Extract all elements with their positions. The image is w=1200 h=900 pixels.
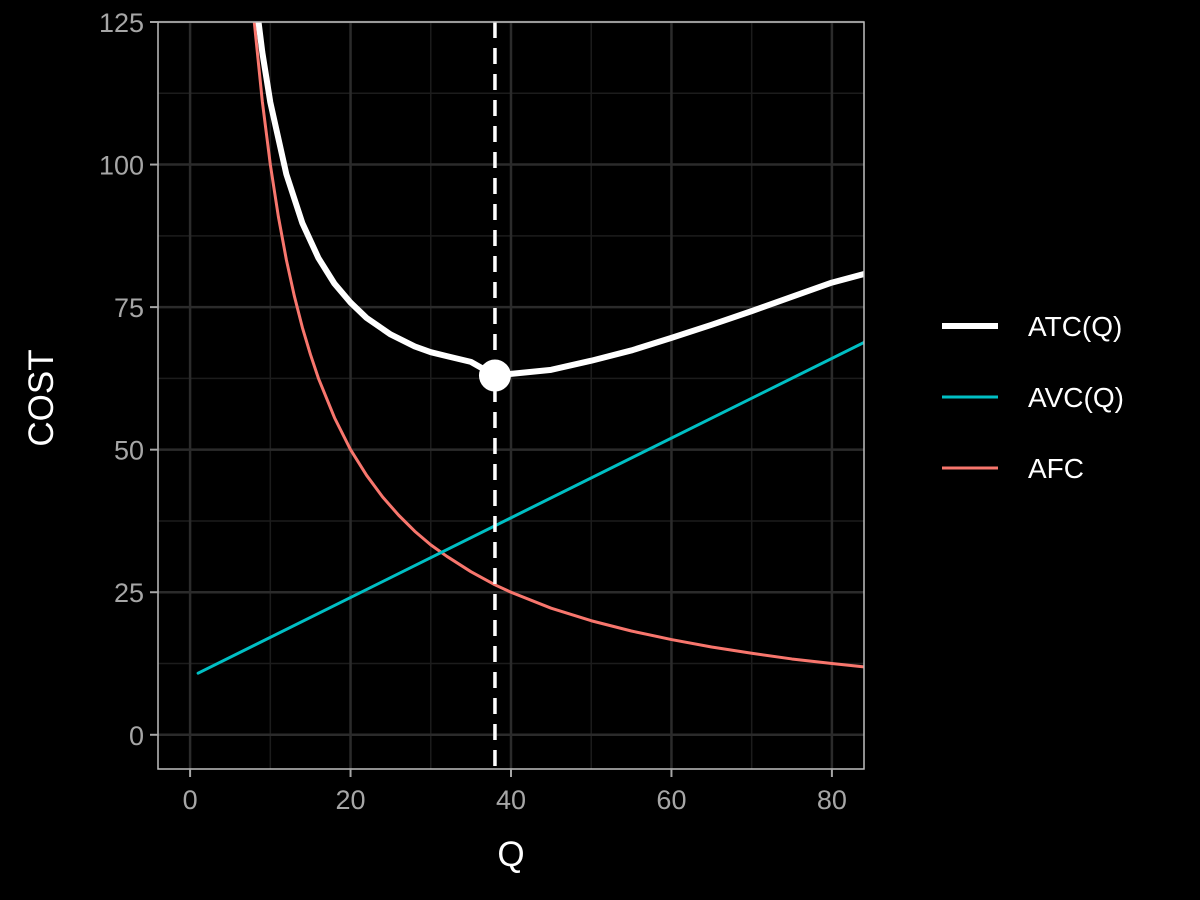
- y-tick-label: 25: [114, 578, 144, 608]
- plot-area: [196, 22, 864, 769]
- series-line-avc-q: [196, 340, 864, 675]
- axes: 0 20 40 60 80 0 25 50 75 100 125: [99, 8, 847, 815]
- y-tick-label: 100: [99, 151, 144, 181]
- y-axis-title: COST: [22, 349, 61, 446]
- series-line-atc-q: [255, 22, 864, 379]
- minimum-atc-point: [478, 359, 511, 392]
- y-tick-label: 50: [114, 436, 144, 466]
- legend-label-avc-q: AVC(Q): [1028, 382, 1124, 413]
- series-line-afc: [252, 22, 864, 669]
- legend-label-atc-q: ATC(Q): [1028, 311, 1122, 342]
- legend: ATC(Q) AVC(Q) AFC: [942, 311, 1124, 484]
- x-tick-label: 0: [183, 785, 198, 815]
- x-tick-label: 80: [817, 785, 847, 815]
- y-tick-label: 125: [99, 8, 144, 38]
- x-tick-label: 40: [496, 785, 526, 815]
- legend-label-afc: AFC: [1028, 453, 1084, 484]
- x-axis-title: Q: [497, 835, 524, 874]
- x-tick-label: 20: [336, 785, 366, 815]
- y-tick-label: 0: [129, 721, 144, 751]
- y-tick-label: 75: [114, 293, 144, 323]
- x-tick-label: 60: [656, 785, 686, 815]
